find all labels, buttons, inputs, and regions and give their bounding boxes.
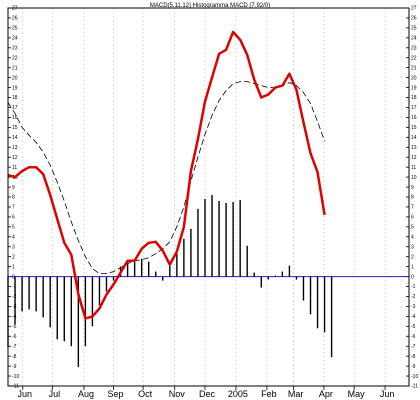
y-tick-label-left: 16 bbox=[12, 115, 18, 121]
y-tick-label-left: -7 bbox=[12, 344, 17, 350]
y-tick-label-right: 22 bbox=[411, 55, 417, 61]
y-tick-label-right: 26 bbox=[411, 16, 417, 22]
x-tick-label: Oct bbox=[138, 389, 153, 399]
x-axis: Jun Jul Aug Sep Oct Nov Dec 2005 Feb Mar Apr May Jun bbox=[18, 386, 395, 399]
x-tick-label: Jul bbox=[49, 389, 61, 399]
y-tick-label-left: -8 bbox=[12, 354, 17, 360]
x-tick-label: May bbox=[348, 389, 366, 399]
y-tick-label-right: 1 bbox=[411, 264, 414, 270]
y-tick-label-right: -2 bbox=[411, 294, 416, 300]
x-tick-label: Jun bbox=[18, 389, 33, 399]
y-tick-label-right: 18 bbox=[411, 95, 417, 101]
y-tick-label-right: 4 bbox=[411, 234, 414, 240]
y-tick-label-right: 27 bbox=[411, 6, 417, 12]
vertical-gridlines bbox=[22, 8, 386, 386]
x-tick-label: Jun bbox=[380, 389, 395, 399]
y-tick-label-right: 15 bbox=[411, 125, 417, 131]
y-tick-label-right: 3 bbox=[411, 244, 414, 250]
y-tick-label-left: 11 bbox=[12, 165, 17, 171]
y-tick-label-right: -9 bbox=[411, 364, 416, 370]
y-tick-label-left: -1 bbox=[12, 284, 17, 290]
y-tick-label-right: 2 bbox=[411, 254, 414, 260]
x-tick-label: Apr bbox=[319, 389, 333, 399]
y-tick-label-right: 19 bbox=[411, 85, 417, 91]
y-tick-label-right: 17 bbox=[411, 105, 417, 111]
y-tick-label-right: -8 bbox=[411, 354, 416, 360]
y-tick-label-right: 24 bbox=[411, 36, 417, 42]
x-tick-label: 2005 bbox=[228, 389, 248, 399]
y-tick-label-right: 16 bbox=[411, 115, 417, 121]
y-tick-label-left: 1 bbox=[12, 264, 15, 270]
y-tick-label-left: -4 bbox=[12, 314, 17, 320]
signal-line bbox=[7, 81, 325, 274]
y-tick-label-right: -3 bbox=[411, 304, 416, 310]
y-tick-label-right: -6 bbox=[411, 334, 416, 340]
y-tick-label-left: 20 bbox=[12, 75, 18, 81]
y-tick-label-right: -10 bbox=[411, 374, 418, 380]
y-tick-label-left: 23 bbox=[12, 45, 18, 51]
y-tick-label-left: 7 bbox=[12, 205, 15, 211]
y-tick-label-left: 21 bbox=[12, 65, 18, 71]
x-tick-label: Nov bbox=[169, 389, 186, 399]
y-tick-label-left: 13 bbox=[12, 145, 18, 151]
y-tick-label-left: -2 bbox=[12, 294, 17, 300]
macd-histogram bbox=[7, 195, 333, 368]
y-tick-label-right: 25 bbox=[411, 26, 417, 32]
y-tick-label-left: -6 bbox=[12, 334, 17, 340]
y-tick-label-left: -11 bbox=[12, 384, 19, 390]
plot-frame bbox=[7, 7, 410, 387]
x-tick-label: Sep bbox=[108, 389, 124, 399]
y-tick-label-left: 25 bbox=[12, 26, 18, 32]
y-tick-label-right: -1 bbox=[411, 284, 416, 290]
y-tick-label-left: 14 bbox=[12, 135, 18, 141]
y-tick-label-left: 5 bbox=[12, 225, 15, 231]
y-tick-label-left: 8 bbox=[12, 195, 15, 201]
y-tick-label-right: -11 bbox=[411, 384, 418, 390]
y-tick-label-left: -10 bbox=[12, 374, 19, 380]
y-tick-label-right: 11 bbox=[411, 165, 416, 171]
y-tick-label-right: 13 bbox=[411, 145, 417, 151]
y-tick-label-left: 12 bbox=[12, 155, 18, 161]
x-tick-label: Feb bbox=[261, 389, 277, 399]
y-tick-label-right: -7 bbox=[411, 344, 416, 350]
y-tick-label-right: 6 bbox=[411, 215, 414, 221]
y-tick-label-right: 7 bbox=[411, 205, 414, 211]
y-tick-label-right: 8 bbox=[411, 195, 414, 201]
y-tick-label-left: 26 bbox=[12, 16, 18, 22]
x-tick-label: Mar bbox=[288, 389, 304, 399]
y-tick-label-left: 0 bbox=[12, 274, 15, 280]
y-tick-label-right: 21 bbox=[411, 65, 417, 71]
y-tick-label-left: 15 bbox=[12, 125, 18, 131]
y-tick-label-right: 0 bbox=[411, 274, 414, 280]
y-tick-label-left: 17 bbox=[12, 105, 18, 111]
y-tick-label-right: 9 bbox=[411, 185, 414, 191]
y-tick-label-left: 9 bbox=[12, 185, 15, 191]
y-tick-label-left: 18 bbox=[12, 95, 18, 101]
y-tick-label-right: 5 bbox=[411, 225, 414, 231]
y-tick-label-left: -9 bbox=[12, 364, 17, 370]
y-tick-label-left: 2 bbox=[12, 254, 15, 260]
y-tick-label-left: 22 bbox=[12, 55, 18, 61]
y-tick-label-right: -5 bbox=[411, 324, 416, 330]
chart-title: MACD(5.11.12) Histogramma MACD (7.92/0) bbox=[150, 3, 270, 9]
y-tick-label-left: 27 bbox=[12, 6, 18, 12]
y-tick-label-left: 6 bbox=[12, 215, 15, 221]
y-tick-label-right: 20 bbox=[411, 75, 417, 81]
y-tick-label-left: -5 bbox=[12, 324, 17, 330]
y-tick-label-right: 14 bbox=[411, 135, 417, 141]
y-axis: -11 -11-10 -10-9 -9-8 -8-7 -7-6 -6-5 -5-4 -4-3 -3… bbox=[8, 6, 418, 390]
y-tick-label-left: 24 bbox=[12, 36, 18, 42]
y-tick-label-left: 3 bbox=[12, 244, 15, 250]
y-tick-label-right: 23 bbox=[411, 45, 417, 51]
x-tick-label: Aug bbox=[78, 389, 94, 399]
macd-line bbox=[7, 30, 326, 320]
y-tick-label-right: 12 bbox=[411, 155, 417, 161]
x-tick-label: Dec bbox=[199, 389, 216, 399]
y-tick-label-left: 4 bbox=[12, 234, 15, 240]
y-tick-label-left: 19 bbox=[12, 85, 18, 91]
y-tick-label-right: -4 bbox=[411, 314, 416, 320]
y-tick-label-left: -3 bbox=[12, 304, 17, 310]
y-tick-label-right: 10 bbox=[411, 175, 417, 181]
